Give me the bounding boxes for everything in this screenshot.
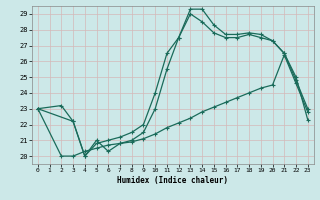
X-axis label: Humidex (Indice chaleur): Humidex (Indice chaleur) <box>117 176 228 185</box>
